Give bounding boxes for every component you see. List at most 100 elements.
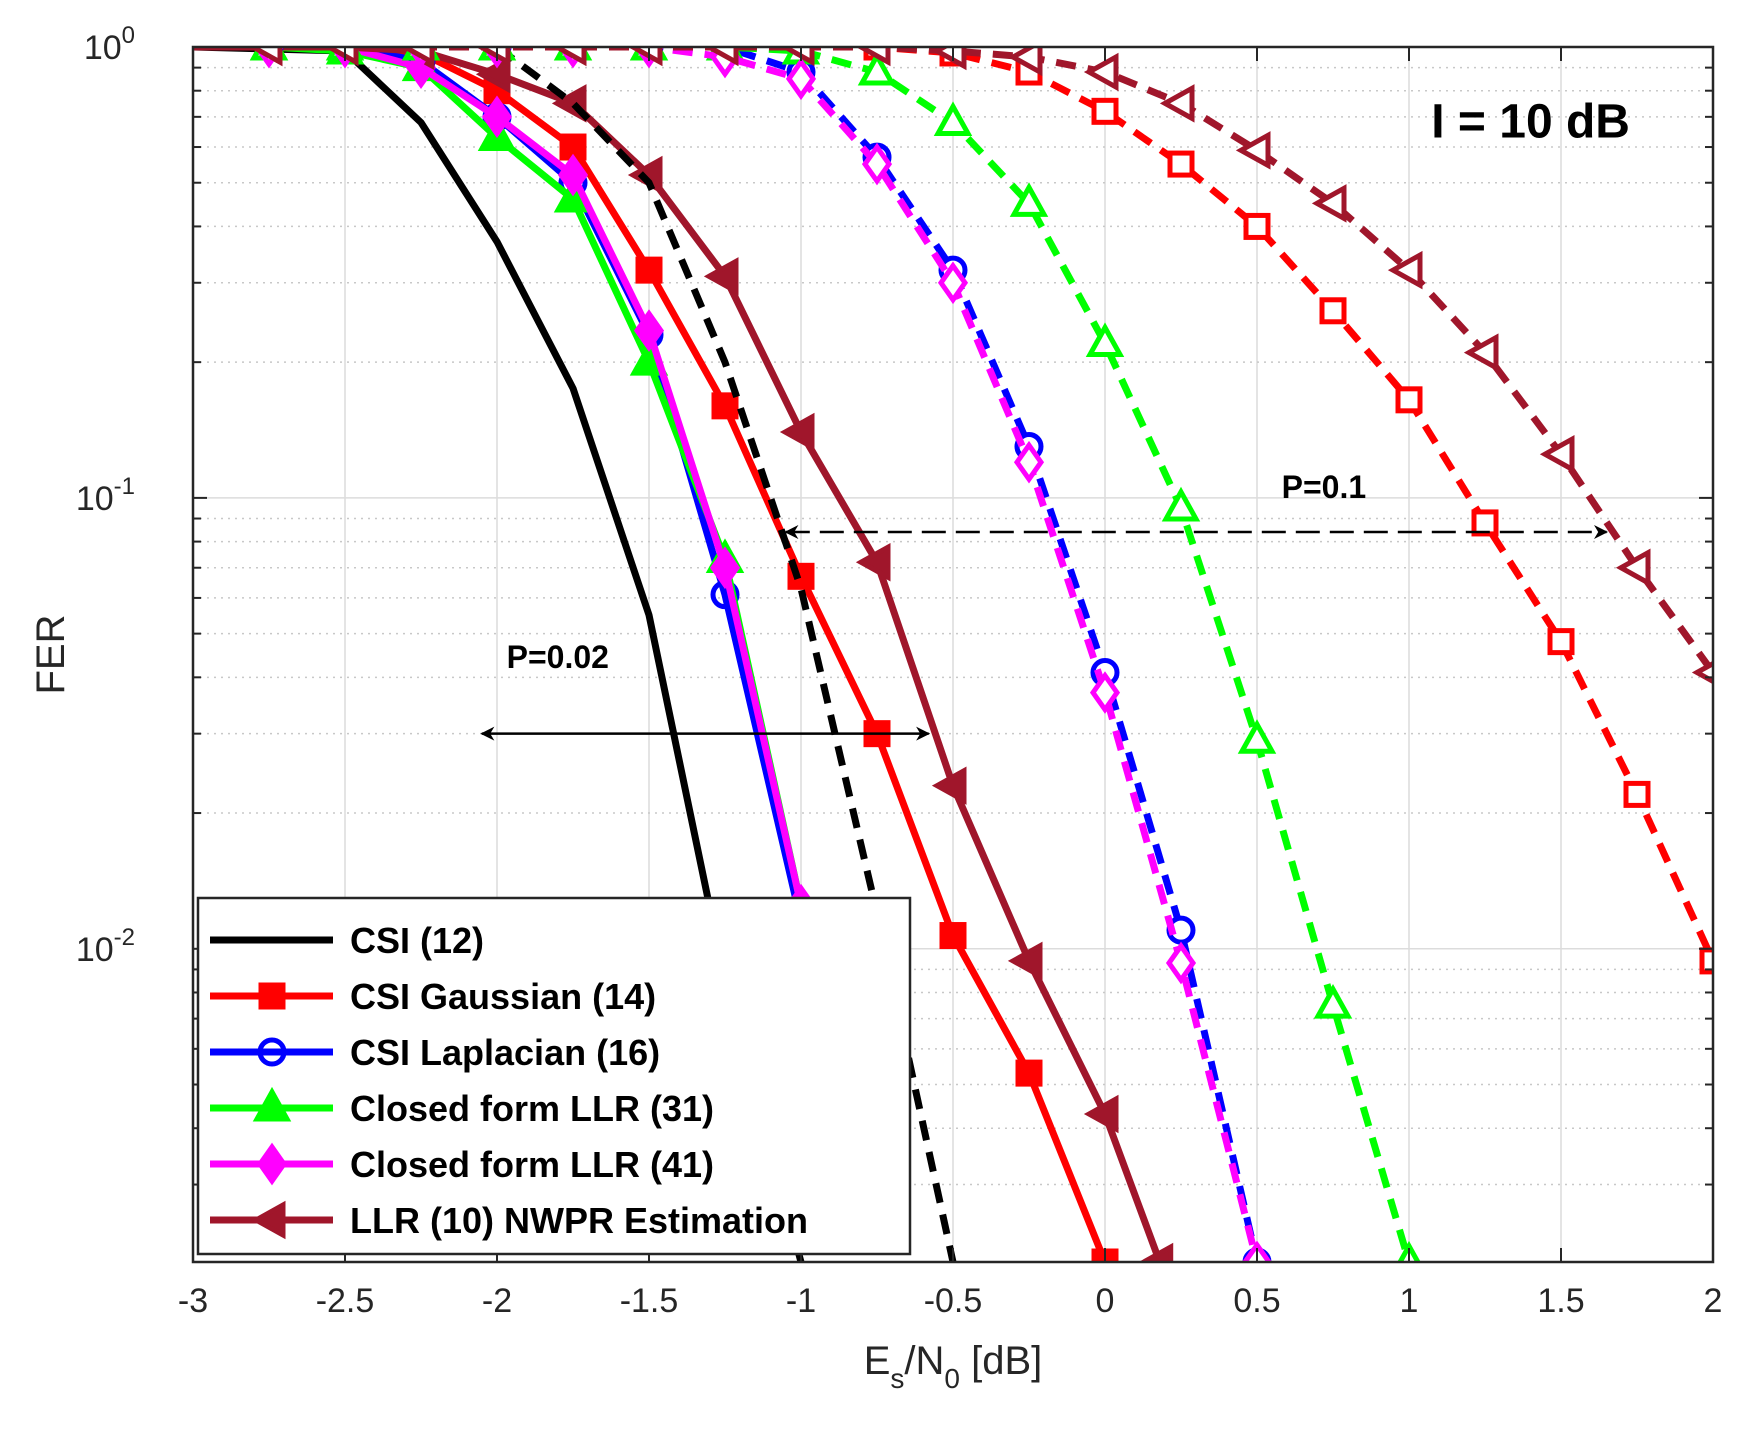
y-tick-label: 10-1 <box>76 473 135 518</box>
data-point <box>855 47 891 67</box>
axes: -3 -2.5 -2 -1.5 -1 -0.5 0 0.5 1 1.5 2 100 10-1 10-2 Es… <box>29 22 1722 1394</box>
legend-label: CSI Gaussian (14) <box>350 976 656 1017</box>
data-point <box>711 392 739 420</box>
legend-item: CSI (12) <box>210 920 484 961</box>
data-point <box>627 47 663 67</box>
x-tick-label: -1 <box>786 1282 816 1320</box>
data-point <box>635 256 663 284</box>
data-point <box>1007 941 1043 981</box>
legend-label: Closed form LLR (31) <box>350 1088 714 1129</box>
data-point <box>1009 182 1049 217</box>
x-tick-label: -2 <box>482 1282 512 1320</box>
data-point <box>779 412 815 452</box>
legend-item: CSI Gaussian (14) <box>210 976 656 1017</box>
x-axis-label: Es/N0 [dB] <box>864 1339 1043 1394</box>
x-tick-label: 1.5 <box>1537 1282 1584 1320</box>
data-point <box>475 47 511 67</box>
data-point <box>247 47 283 67</box>
legend-box <box>196 896 912 1256</box>
legend-item: LLR (10) NWPR Estimation <box>210 1200 808 1241</box>
data-point <box>1091 97 1119 125</box>
x-tick-label: -0.5 <box>924 1282 983 1320</box>
data-point <box>323 47 359 67</box>
data-point <box>1313 983 1353 1019</box>
legend-label: LLR (10) NWPR Estimation <box>350 1200 808 1241</box>
data-point <box>1237 719 1277 754</box>
annotation-0: I = 10 dB <box>1431 95 1630 148</box>
x-tick-label: 0 <box>1096 1282 1115 1320</box>
data-point <box>1471 509 1499 537</box>
data-point <box>1547 628 1575 656</box>
data-point <box>1083 52 1119 92</box>
data-point <box>551 47 587 67</box>
legend-label: Closed form LLR (41) <box>350 1144 714 1185</box>
legend-marker <box>258 982 286 1010</box>
x-tick-label: -2.5 <box>316 1282 375 1320</box>
annotation-1: P=0.1 <box>1282 469 1367 505</box>
legend-marker <box>252 1086 292 1122</box>
series-line <box>193 47 1713 963</box>
data-point <box>1015 1059 1043 1087</box>
x-tick-label: 0.5 <box>1233 1282 1280 1320</box>
data-point <box>939 922 967 950</box>
data-point <box>1243 212 1271 240</box>
data-point <box>1161 486 1201 522</box>
x-tick-label: 1 <box>1400 1282 1419 1320</box>
legend: CSI (12) CSI Gaussian (14) CSI Laplacian (… <box>196 896 912 1256</box>
data-point <box>1085 322 1125 357</box>
data-point <box>1387 250 1423 290</box>
legend-label: CSI Laplacian (16) <box>350 1032 660 1073</box>
data-point <box>1138 1242 1174 1262</box>
data-point <box>703 47 739 67</box>
data-point <box>779 47 815 67</box>
data-point <box>855 542 891 582</box>
y-tick-label: 100 <box>84 22 135 67</box>
data-point <box>481 95 513 139</box>
data-point <box>1615 548 1651 587</box>
legend-marker <box>256 1142 288 1186</box>
data-point <box>937 261 969 305</box>
data-point <box>1013 440 1045 484</box>
legend-label: CSI (12) <box>350 920 484 961</box>
data-point <box>703 257 739 296</box>
x-tick-label: 2 <box>1704 1282 1723 1320</box>
data-point <box>1165 941 1197 985</box>
data-point <box>633 309 665 352</box>
series-line <box>193 47 1713 675</box>
data-point <box>933 101 973 137</box>
x-tick-label: -1.5 <box>620 1282 679 1320</box>
data-point <box>785 57 817 101</box>
legend-item: Closed form LLR (41) <box>210 1142 714 1186</box>
series-11 <box>193 47 1713 685</box>
data-point <box>399 47 435 67</box>
data-point <box>1699 947 1713 975</box>
data-point <box>557 153 589 197</box>
data-point <box>1007 47 1043 77</box>
data-point <box>931 766 967 805</box>
annotations: I = 10 dB P=0.1 P=0.02 <box>480 95 1630 741</box>
series-line <box>193 47 1261 1262</box>
annotation-2: P=0.02 <box>507 639 609 675</box>
data-point <box>857 50 897 86</box>
x-tick-label: -3 <box>178 1282 208 1320</box>
data-point <box>1167 150 1195 178</box>
legend-item: CSI Laplacian (16) <box>210 1032 660 1073</box>
y-tick-label: 10-2 <box>76 924 135 969</box>
data-point <box>1311 184 1347 223</box>
data-point <box>709 546 741 590</box>
y-axis-label: FER <box>29 615 73 695</box>
series-10 <box>193 47 1273 1262</box>
data-point <box>1623 780 1651 808</box>
data-point <box>1395 386 1423 414</box>
data-point <box>1083 1094 1119 1134</box>
data-point <box>1463 333 1499 372</box>
data-point <box>1319 297 1347 325</box>
data-point <box>861 142 893 186</box>
data-point <box>1159 84 1195 123</box>
data-point <box>475 55 511 94</box>
legend-marker <box>250 1200 286 1240</box>
data-point <box>1539 434 1575 474</box>
legend-marker <box>257 1037 287 1067</box>
legend-item: Closed form LLR (31) <box>210 1086 714 1129</box>
